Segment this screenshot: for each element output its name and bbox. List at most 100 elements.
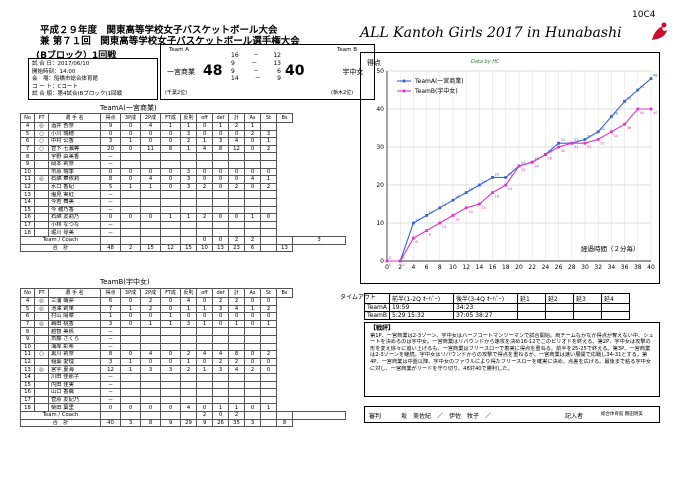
stat-cell: 4 (228, 304, 245, 314)
data-label: 42 (627, 96, 632, 100)
stat-cell: 1 (160, 319, 181, 329)
stat-cell (120, 388, 141, 397)
stat-cell (140, 334, 161, 344)
stat-cell (228, 380, 245, 390)
stat-cell: 海岸 彩希 (48, 342, 101, 352)
stat-cell (180, 228, 197, 237)
stat-cell: 3 (260, 129, 277, 139)
stat-cell (180, 197, 197, 207)
x-tick-label: 2 (398, 264, 402, 271)
stat-cell (180, 152, 197, 161)
team-a-total: 48 (203, 63, 223, 79)
stat-cell: 2 (140, 304, 161, 314)
header-cell: PT (34, 113, 49, 123)
stat-cell: 0 (120, 167, 141, 177)
stat-cell (260, 327, 277, 336)
player-row: 6 村山 陽菜 1 0 0 1 0 0 0 0 0 0 (20, 312, 346, 321)
stat-cell: 2 (212, 357, 229, 367)
team-a-tag: Team A (169, 47, 190, 53)
stat-cell (196, 190, 213, 199)
header-cell: def (212, 113, 229, 123)
y-tick-label: 50 (376, 68, 384, 75)
stat-cell (228, 395, 245, 405)
stat-cell: 2 (228, 122, 245, 131)
stat-cell: 0 (160, 167, 181, 177)
stat-cell (212, 380, 229, 390)
stat-cell: 嶋田 桃香 (48, 319, 101, 329)
stat-cell: 小川 瑞穂 (48, 129, 101, 139)
stat-cell (34, 159, 49, 169)
stat-cell: 3 (180, 167, 197, 177)
stat-cell: 1 (260, 175, 277, 184)
stat-cell (196, 327, 213, 336)
data-label: 10 (415, 218, 420, 222)
stat-cell: 8 (100, 350, 121, 359)
data-point (517, 164, 521, 168)
stat-cell: ◎ (34, 122, 49, 131)
stat-cell (180, 372, 197, 382)
stat-cell: 15 (20, 205, 35, 215)
stat-cell: 0 (212, 175, 229, 184)
stat-cell: 2 (260, 304, 277, 314)
stat-cell: 今 穂乃香 (48, 205, 101, 215)
legend-marker (402, 89, 406, 93)
recorder-name: 総合体育館 鶴田明美 (601, 412, 643, 417)
stat-cell (228, 372, 245, 382)
stat-cell (34, 152, 49, 161)
stat-cell (244, 197, 261, 207)
stat-cell (140, 152, 161, 161)
timeout-cell (516, 303, 546, 312)
stat-cell: 堀川 琴美 (48, 228, 101, 237)
stat-cell: 水口 香紀 (48, 182, 101, 192)
player-row: 6 ○ 中村 公香 3 1 0 0 2 1 3 4 0 1 (20, 137, 346, 146)
stat-cell: 0 (212, 182, 229, 192)
stat-cell (244, 205, 261, 215)
timeout-header: 延3 (572, 293, 602, 304)
data-point (636, 107, 640, 111)
x-axis-label: 経過時間（２分毎） (581, 244, 640, 253)
stat-cell: 0 (140, 403, 161, 412)
stat-cell (140, 220, 161, 230)
x-tick-label: 20 (515, 264, 523, 271)
y-tick-label: 0 (380, 258, 384, 265)
stat-cell (34, 220, 49, 230)
data-label: 18 (468, 188, 473, 192)
stat-cell: － (100, 205, 121, 215)
stat-cell: 7 (100, 304, 121, 314)
stat-cell: 柴田 葉里 (48, 403, 101, 412)
stat-cell: 20 (100, 144, 121, 154)
player-row: 10 市原 瑞季 0 0 0 0 3 0 0 0 0 0 (20, 167, 346, 177)
data-point (464, 191, 468, 194)
player-row: 13 塩見 実紅－ (20, 190, 346, 199)
stat-cell: 6 (20, 312, 35, 321)
stat-cell: 0 (196, 312, 213, 321)
stat-cell: 1 (120, 357, 141, 367)
stat-cell: 0 (196, 175, 213, 184)
data-point (425, 229, 428, 232)
data-point (557, 141, 560, 145)
stat-cell: 0 (244, 167, 261, 177)
data-point (425, 214, 428, 217)
stat-cell: 2 (228, 297, 245, 306)
stat-cell (244, 342, 261, 352)
stat-cell (140, 395, 161, 405)
stat-cell (244, 334, 261, 344)
stat-cell: 1 (244, 304, 261, 314)
stat-cell: 10 (20, 342, 35, 352)
stat-cell (196, 395, 213, 405)
stat-cell: 0 (160, 403, 181, 412)
stat-cell: 宇野 由美香 (48, 152, 101, 161)
stat-cell (228, 327, 245, 336)
player-row: 18 堀川 琴美－ (20, 228, 346, 237)
stat-cell: 0 (228, 213, 245, 222)
stat-cell: 池澤 莉果 (48, 304, 101, 314)
timeout-cell (572, 303, 602, 312)
stat-cell: 0 (160, 182, 181, 192)
header-cell: 2P成 (140, 113, 161, 123)
stat-cell: 0 (100, 167, 121, 177)
stat-cell: 石綿 友莉乃 (48, 213, 101, 222)
info-order: 試 合 順：第4試合(Bブロック)1回戦 (32, 91, 123, 97)
data-label: 14 (442, 203, 447, 207)
player-row: 12 稲葉 愛理 3 1 0 0 1 0 2 2 0 0 (20, 357, 346, 367)
player-row: 16 石綿 友莉乃 0 0 0 1 1 2 0 0 1 0 (20, 213, 346, 222)
